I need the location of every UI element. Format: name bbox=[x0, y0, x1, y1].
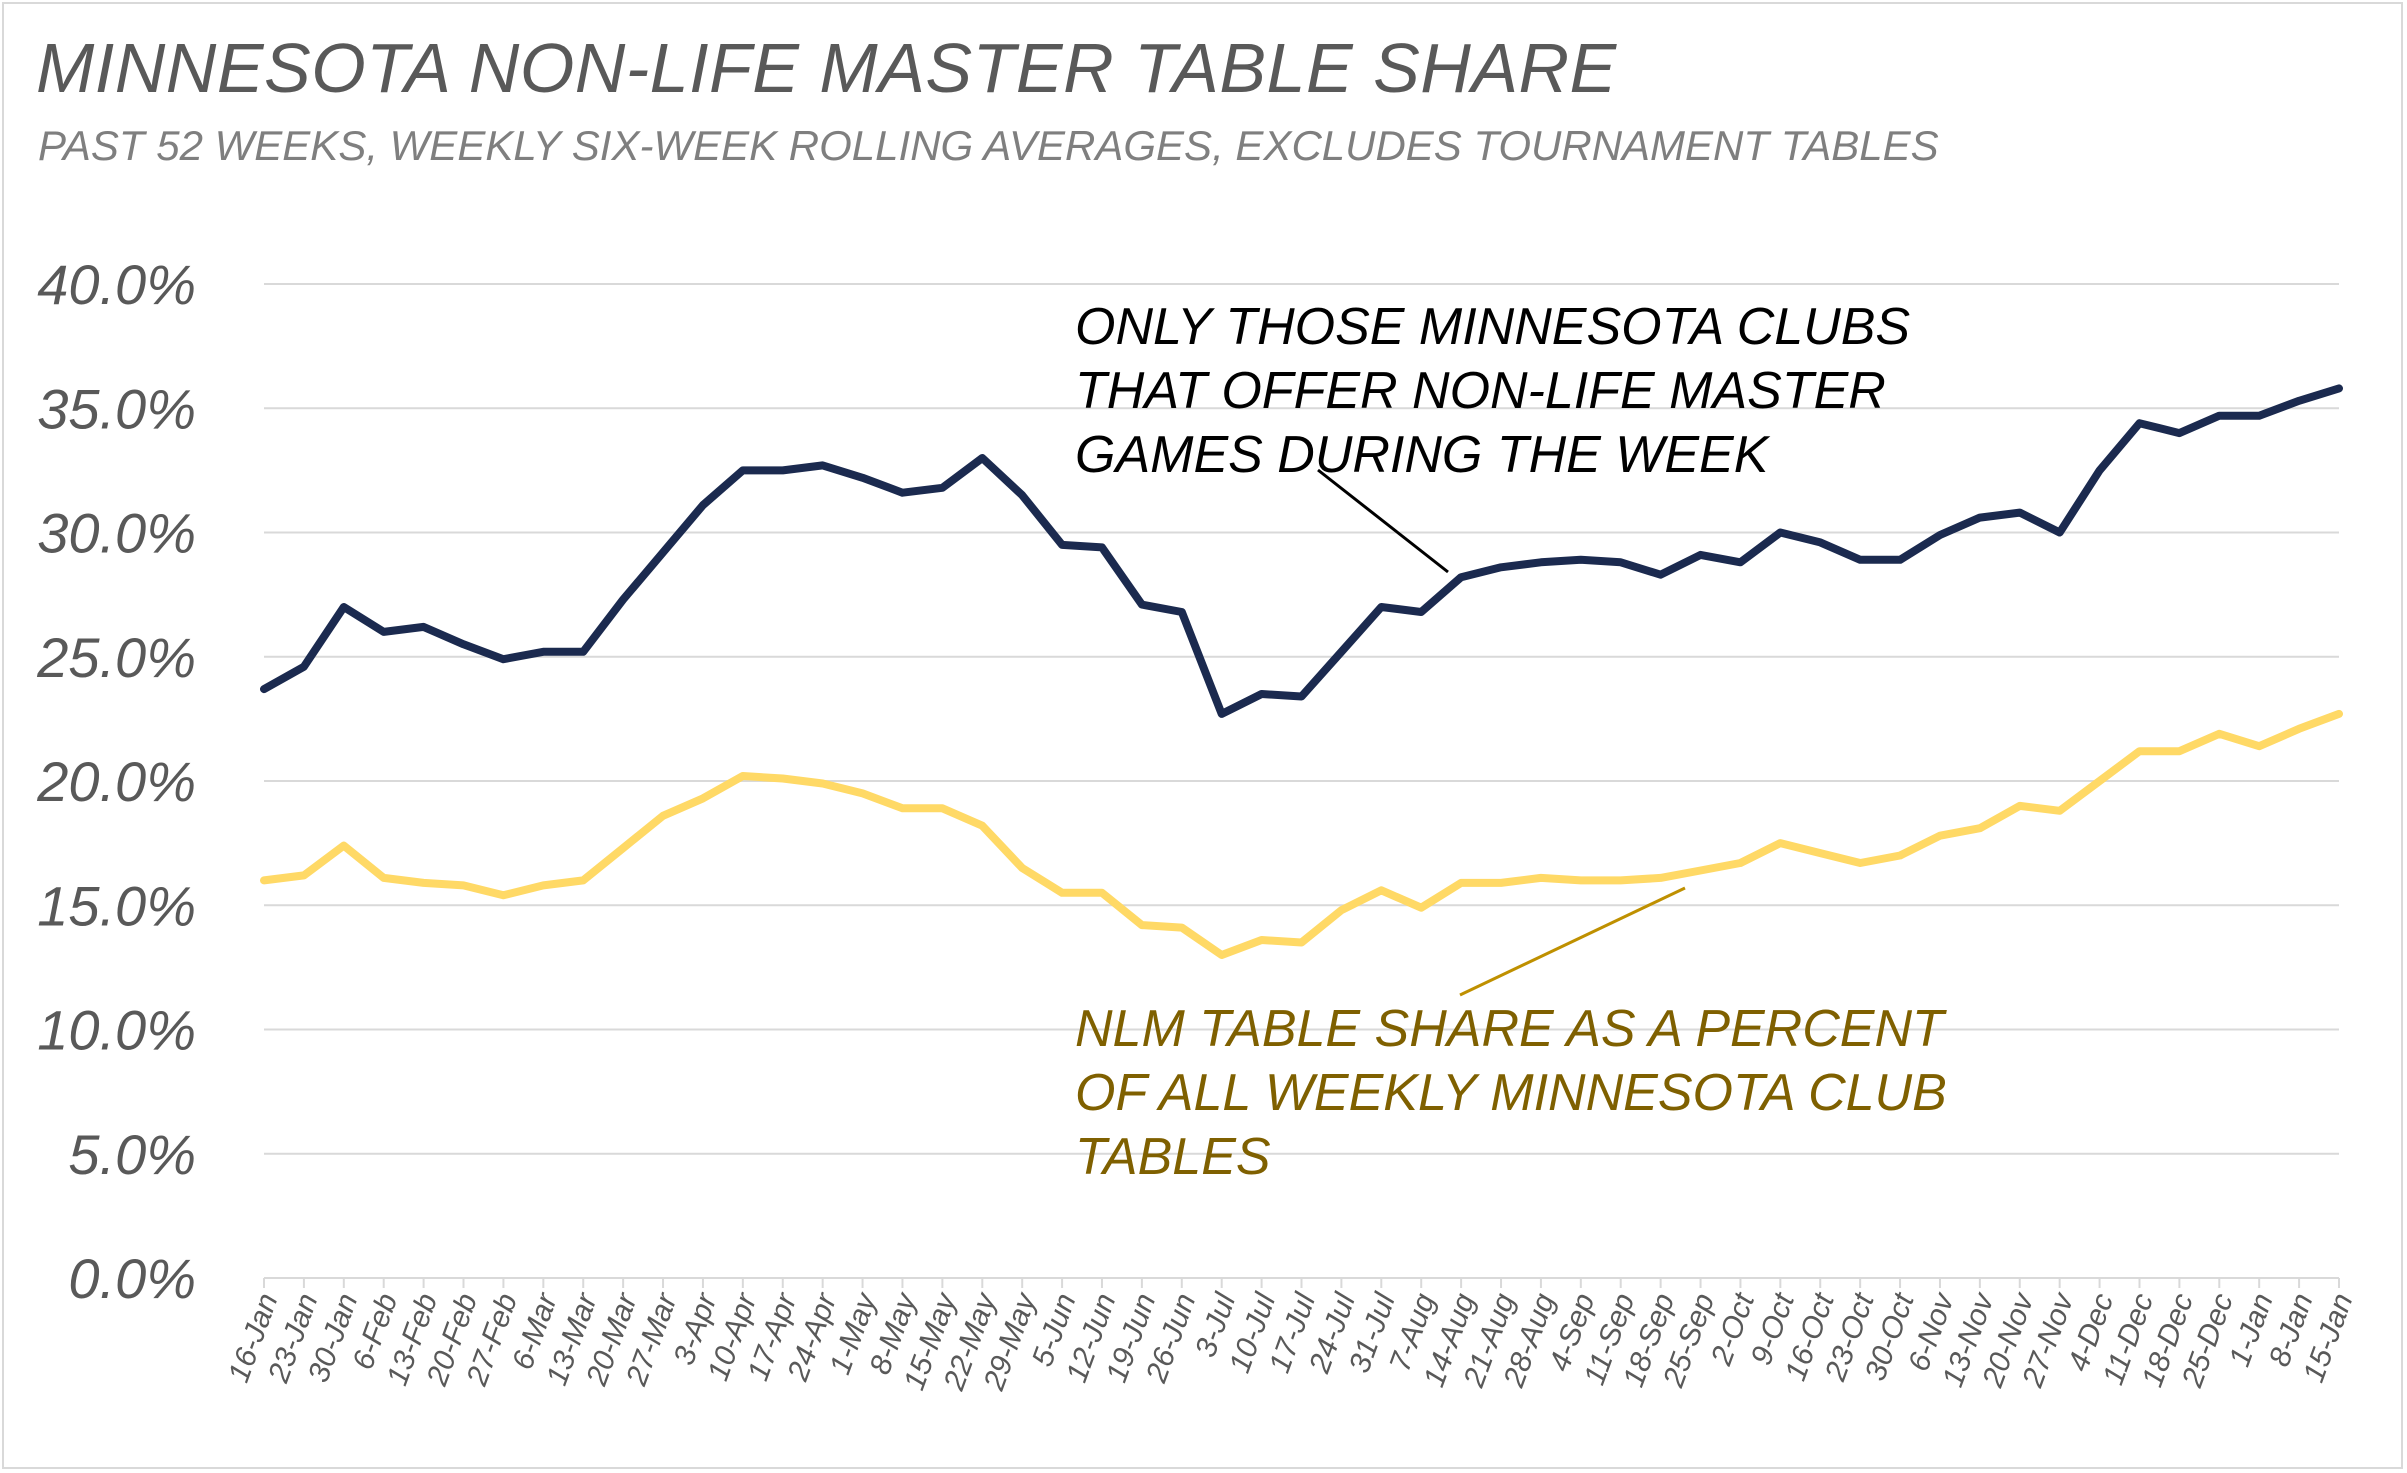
y-tick-label: 0.0% bbox=[68, 1247, 196, 1310]
series-line-clubs_offering_nlm bbox=[260, 384, 2343, 718]
y-tick-label: 20.0% bbox=[36, 750, 196, 813]
annotation-navy-line: ONLY THOSE MINNESOTA CLUBS bbox=[1075, 298, 1910, 356]
y-tick-label: 5.0% bbox=[68, 1123, 196, 1186]
x-axis-tick-labels: 16-Jan23-Jan30-Jan6-Feb13-Feb20-Feb27-Fe… bbox=[222, 1278, 2360, 1395]
annotation-navy-leader bbox=[1317, 468, 1449, 574]
annotation-navy-line: THAT OFFER NON-LIFE MASTER bbox=[1075, 362, 1886, 420]
annotation-gold-line: OF ALL WEEKLY MINNESOTA CLUB bbox=[1075, 1064, 1947, 1122]
y-tick-label: 15.0% bbox=[37, 874, 196, 937]
annotation-gold-line: TABLES bbox=[1075, 1128, 1271, 1186]
y-tick-label: 35.0% bbox=[37, 377, 196, 440]
gridlines bbox=[264, 283, 2339, 1279]
y-tick-label: 10.0% bbox=[37, 999, 196, 1062]
annotations: ONLY THOSE MINNESOTA CLUBS THAT OFFER NON… bbox=[1075, 298, 1947, 1186]
chart-subtitle: PAST 52 WEEKS, WEEKLY SIX-WEEK ROLLING A… bbox=[38, 122, 1939, 169]
series-line-nlm_share_all_tables bbox=[260, 709, 2343, 959]
y-axis-tick-labels: 0.0% 5.0% 10.0% 15.0% 20.0% 25.0% 30.0% 35.0% 40… bbox=[36, 253, 196, 1310]
chart-title: MINNESOTA NON-LIFE MASTER TABLE SHARE bbox=[36, 29, 1617, 107]
annotation-gold-leader bbox=[1459, 886, 1686, 997]
y-tick-label: 30.0% bbox=[37, 502, 196, 565]
y-tick-label: 40.0% bbox=[37, 253, 196, 316]
annotation-gold-line: NLM TABLE SHARE AS A PERCENT bbox=[1075, 1000, 1947, 1058]
annotation-navy-line: GAMES DURING THE WEEK bbox=[1075, 426, 1771, 484]
y-tick-label: 25.0% bbox=[36, 626, 196, 689]
series-lines bbox=[260, 384, 2343, 959]
